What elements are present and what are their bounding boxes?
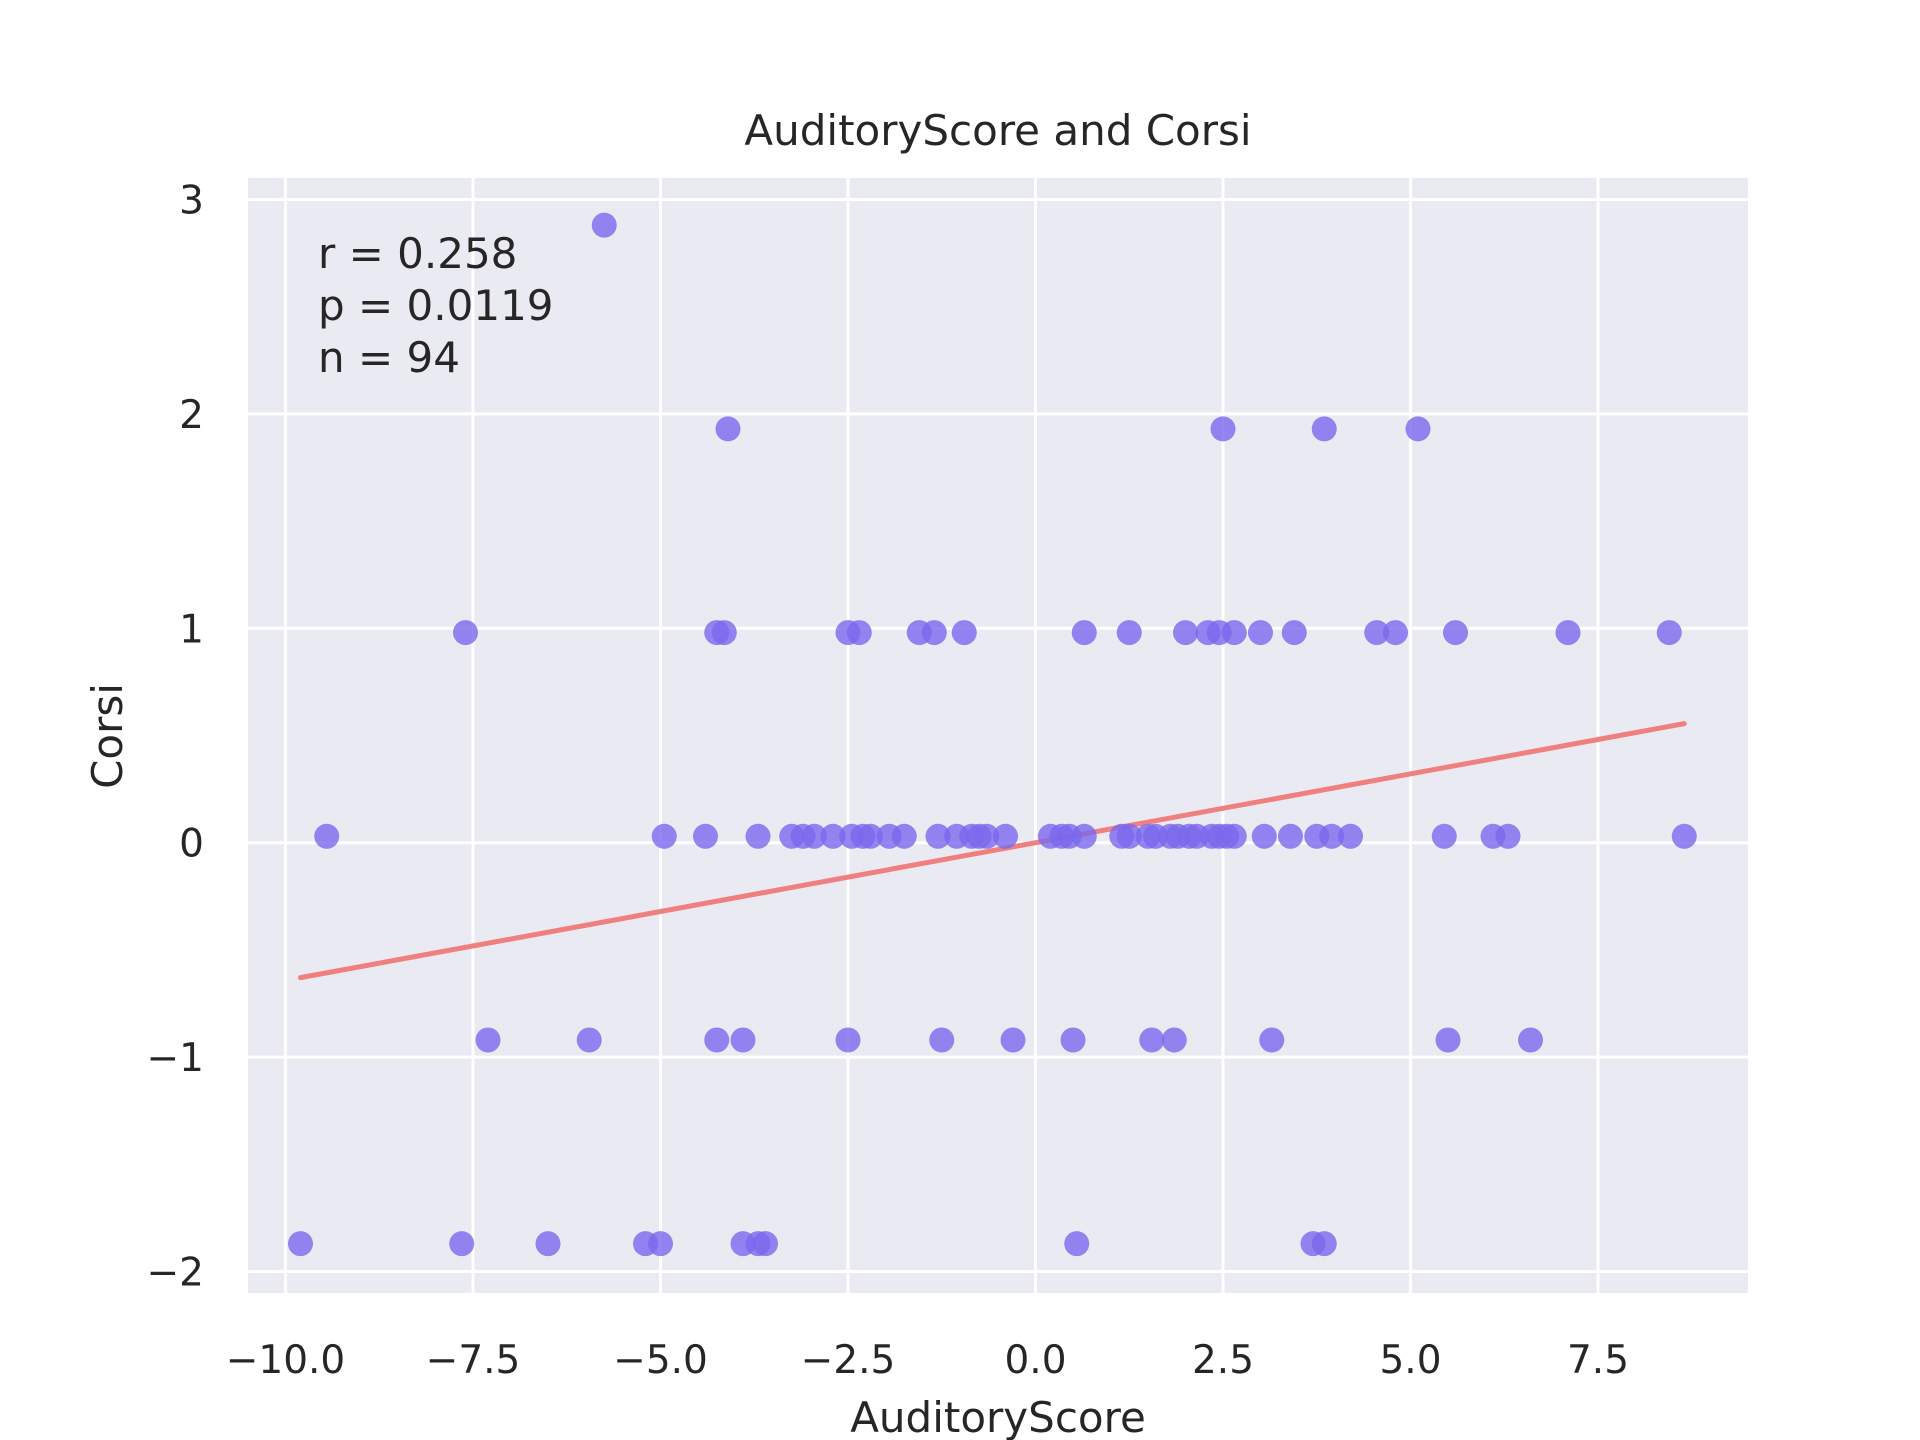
data-point [1364, 620, 1390, 646]
regression-line-group [298, 721, 1687, 981]
y-tick-label: 1 [179, 607, 204, 652]
data-point [1000, 1027, 1026, 1053]
x-tick-label: −5.0 [613, 1338, 708, 1383]
data-point [1071, 620, 1097, 646]
x-axis-label: AuditoryScore [850, 1393, 1146, 1440]
data-point [1251, 823, 1277, 849]
data-point [711, 620, 737, 646]
y-tick-labels: −2 −1 0 1 2 3 [147, 178, 205, 1295]
data-point [1221, 823, 1247, 849]
data-point [1278, 823, 1303, 849]
data-point [1071, 823, 1097, 849]
chart-title: AuditoryScore and Corsi [744, 106, 1251, 155]
y-tick-label: −1 [147, 1036, 205, 1081]
data-point [704, 1027, 730, 1053]
regression-line [298, 721, 1687, 981]
y-tick-label: 3 [179, 178, 204, 223]
x-tick-label: 5.0 [1379, 1338, 1441, 1383]
data-point [1064, 1231, 1090, 1257]
data-point [1161, 1027, 1187, 1053]
data-point [475, 1027, 501, 1053]
data-point [288, 1231, 313, 1257]
y-tick-label: 0 [179, 822, 204, 867]
annotation-p: p = 0.0119 [318, 281, 554, 330]
data-point [1060, 1027, 1086, 1053]
data-point [921, 620, 947, 646]
y-axis-label: Corsi [83, 683, 132, 789]
data-point [1210, 416, 1236, 442]
data-point [1656, 620, 1682, 646]
data-point [1405, 416, 1431, 442]
data-point [1518, 1027, 1543, 1053]
data-point [1383, 620, 1408, 646]
data-point [974, 823, 1000, 849]
y-tick-label: −2 [147, 1251, 205, 1296]
data-point [1139, 1027, 1165, 1053]
data-point [693, 823, 718, 849]
data-point [1555, 620, 1581, 646]
data-point [925, 823, 951, 849]
data-point [858, 823, 883, 849]
x-tick-label: −7.5 [426, 1338, 521, 1383]
data-point [745, 823, 771, 849]
data-points [288, 212, 1697, 1257]
data-point [314, 823, 340, 849]
annotation-n: n = 94 [318, 333, 460, 382]
data-point [1495, 823, 1521, 849]
data-point [1116, 620, 1142, 646]
data-point [846, 620, 872, 646]
x-tick-label: 7.5 [1567, 1338, 1629, 1383]
y-tick-label: 2 [179, 393, 204, 438]
data-point [1173, 620, 1198, 646]
data-point [820, 823, 846, 849]
data-point [993, 823, 1018, 849]
plot-background [248, 178, 1748, 1293]
stats-annotation: r = 0.258 p = 0.0119 n = 94 [318, 229, 554, 382]
x-tick-labels: −10.0 −7.5 −5.0 −2.5 0.0 2.5 5.0 7.5 [226, 1338, 1629, 1383]
data-point [648, 1231, 673, 1257]
x-tick-label: −10.0 [226, 1338, 346, 1383]
data-point [1281, 620, 1307, 646]
data-point [1248, 620, 1273, 646]
data-point [929, 1027, 955, 1053]
data-point [453, 620, 478, 646]
data-point [535, 1231, 561, 1257]
data-point [651, 823, 677, 849]
data-point [1443, 620, 1468, 646]
x-tick-label: −2.5 [801, 1338, 896, 1383]
data-point [951, 620, 977, 646]
data-point [591, 212, 617, 238]
data-point [753, 1231, 778, 1257]
data-point [1435, 1027, 1461, 1053]
data-point [1431, 823, 1457, 849]
data-point [576, 1027, 602, 1053]
data-point [1221, 620, 1247, 646]
data-point [1116, 823, 1142, 849]
x-tick-label: 0.0 [1004, 1338, 1066, 1383]
data-point [801, 823, 827, 849]
data-point [1311, 1231, 1337, 1257]
data-point [715, 416, 741, 442]
data-point [1311, 416, 1337, 442]
data-point [1671, 823, 1697, 849]
data-point [1338, 823, 1363, 849]
data-point [1319, 823, 1345, 849]
data-point [835, 1027, 861, 1053]
data-point [730, 1027, 756, 1053]
data-point [449, 1231, 475, 1257]
data-point [891, 823, 917, 849]
x-tick-label: 2.5 [1192, 1338, 1254, 1383]
data-point [1259, 1027, 1285, 1053]
annotation-r: r = 0.258 [318, 229, 517, 278]
